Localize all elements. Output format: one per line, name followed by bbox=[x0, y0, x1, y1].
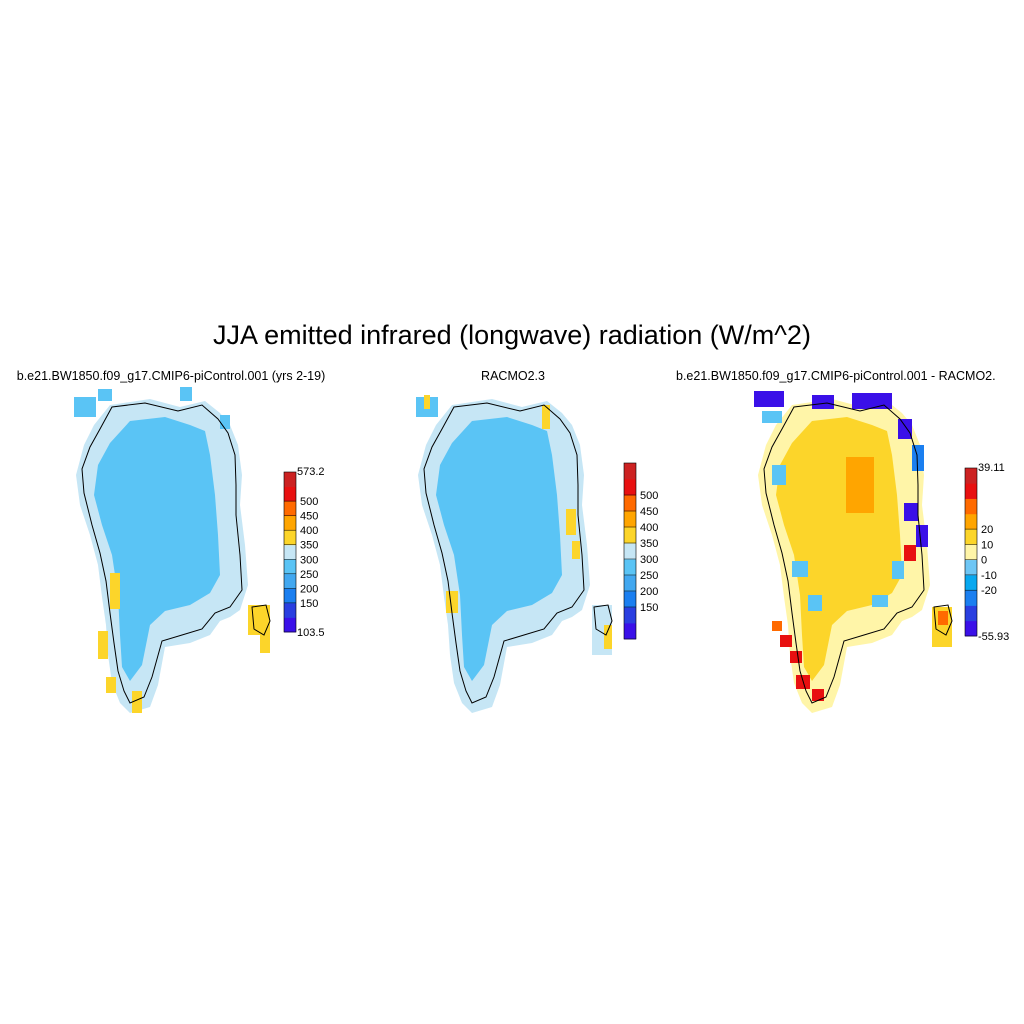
colorbar-tick-label: 250 bbox=[300, 569, 318, 581]
colorbar-tick-label: 400 bbox=[640, 522, 658, 534]
colorbar-swatch bbox=[965, 559, 977, 576]
colorbar-swatch bbox=[284, 501, 296, 517]
map-panel-diff bbox=[754, 391, 953, 713]
colorbar-tick-label: 150 bbox=[640, 602, 658, 614]
colorbar-model: 150 200 250 300 350 400 450 500 573.2 103.5 bbox=[283, 466, 325, 639]
colorbar-frame bbox=[623, 462, 637, 640]
colorbar-swatch bbox=[624, 591, 636, 608]
colorbar-tick-label: 450 bbox=[300, 511, 318, 523]
colorbar-swatch bbox=[624, 479, 636, 496]
colorbar-swatch bbox=[624, 463, 636, 480]
colorbar-tick-label: 350 bbox=[640, 538, 658, 550]
colorbar-swatch bbox=[284, 472, 296, 487]
colorbar-tick-label: 350 bbox=[300, 540, 318, 552]
colorbar-frame bbox=[964, 467, 978, 637]
colorbar-diff: -20 -10 0 10 20 39.11 -55.93 bbox=[964, 462, 1009, 643]
colorbar-tick-label: -20 bbox=[981, 585, 997, 597]
colorbar-tick-label: 20 bbox=[981, 524, 993, 536]
colorbar-swatch bbox=[624, 527, 636, 544]
colorbar-tick-label: 500 bbox=[640, 490, 658, 502]
colorbar-swatch bbox=[284, 573, 296, 589]
colorbar-frame bbox=[283, 471, 297, 633]
colorbar-swatch bbox=[965, 574, 977, 591]
panel-title-obs: RACMO2.3 bbox=[481, 369, 545, 383]
colorbar-max-label: 39.11 bbox=[978, 462, 1005, 474]
colorbar-swatch bbox=[965, 513, 977, 530]
colorbar-swatch bbox=[624, 575, 636, 592]
colorbar-tick-label: 400 bbox=[300, 525, 318, 537]
colorbar-tick-label: 300 bbox=[300, 554, 318, 566]
colorbar-swatch bbox=[965, 498, 977, 515]
colorbar-swatch bbox=[284, 588, 296, 604]
main-title: JJA emitted infrared (longwave) radiatio… bbox=[213, 320, 811, 350]
colorbar-min-label: 103.5 bbox=[297, 627, 325, 639]
colorbar-tick-label: 450 bbox=[640, 506, 658, 518]
colorbar-swatch bbox=[624, 607, 636, 624]
colorbar-swatch bbox=[965, 590, 977, 606]
colorbar-swatch bbox=[624, 495, 636, 512]
colorbar-tick-label: 250 bbox=[640, 570, 658, 582]
colorbar-swatch bbox=[965, 529, 977, 545]
colorbar-tick-label: 200 bbox=[300, 583, 318, 595]
colorbar-tick-label: 500 bbox=[300, 496, 318, 508]
colorbar-min-label: -55.93 bbox=[978, 631, 1009, 643]
colorbar-tick-label: 200 bbox=[640, 586, 658, 598]
colorbar-swatch bbox=[624, 623, 636, 640]
map-panel-model bbox=[74, 387, 271, 713]
colorbar-swatch bbox=[965, 544, 977, 561]
colorbar-tick-label: 300 bbox=[640, 554, 658, 566]
colorbar-tick-label: -10 bbox=[981, 570, 997, 582]
colorbar-swatch bbox=[965, 468, 977, 484]
colorbar-swatch bbox=[965, 620, 977, 637]
colorbar-tick-label: 10 bbox=[981, 539, 993, 551]
colorbar-swatch bbox=[624, 559, 636, 576]
colorbar-swatch bbox=[965, 483, 977, 499]
colorbar-swatch bbox=[284, 530, 296, 546]
colorbar-swatch bbox=[284, 602, 296, 618]
map-panel-obs bbox=[416, 395, 613, 713]
colorbar-swatch bbox=[624, 543, 636, 560]
colorbar-tick-label: 150 bbox=[300, 598, 318, 610]
panel-title-diff: b.e21.BW1850.f09_g17.CMIP6-piControl.001… bbox=[676, 369, 996, 383]
colorbar-swatch bbox=[284, 486, 296, 502]
colorbar-tick-label: 0 bbox=[981, 555, 987, 567]
colorbar-swatch bbox=[624, 511, 636, 528]
colorbar-swatch bbox=[284, 559, 296, 575]
colorbar-swatch bbox=[965, 605, 977, 622]
colorbar-swatch bbox=[284, 617, 296, 633]
colorbar-swatch bbox=[284, 544, 296, 560]
colorbar-obs: 150 200 250 300 350 400 450 500 bbox=[623, 462, 658, 640]
colorbar-max-label: 573.2 bbox=[297, 466, 325, 478]
colorbar-swatch bbox=[284, 515, 296, 531]
panel-title-model: b.e21.BW1850.f09_g17.CMIP6-piControl.001… bbox=[16, 369, 326, 383]
